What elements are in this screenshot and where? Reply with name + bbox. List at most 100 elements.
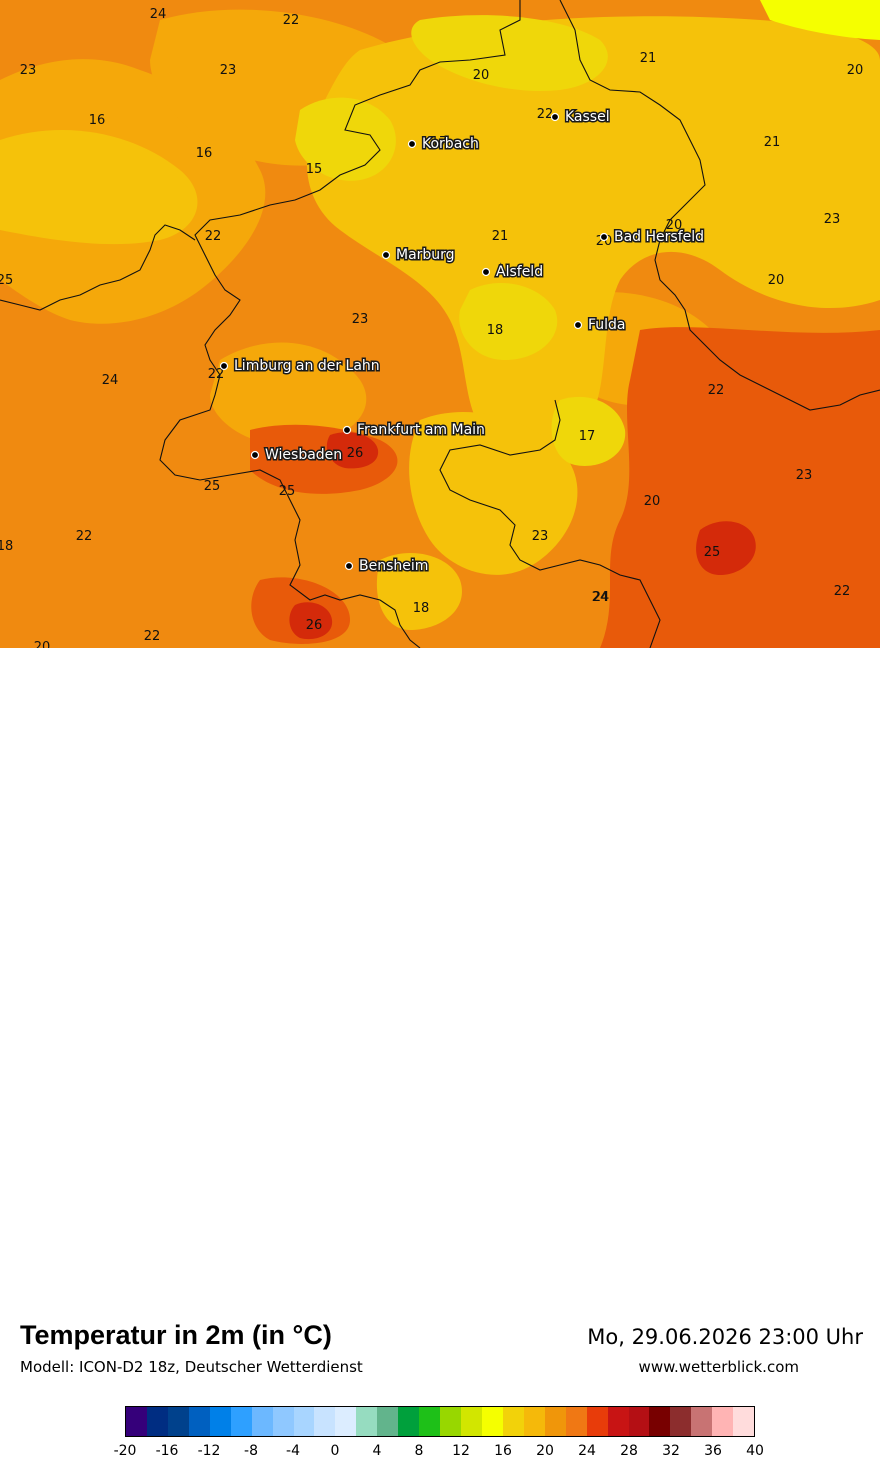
city-marker: Marburg [381,246,456,265]
temperature-value: 18 [413,601,430,616]
temp-region-veryhot-frankfurt [326,432,379,469]
city-markers: Kassel Korbach Marburg Alsfeld Bad Hersfeld F… [219,108,706,576]
temperature-value: 23 [220,63,237,78]
temp-region-yellow-central [409,411,578,575]
city-marker: Limburg an der Lahn [219,357,381,376]
temperature-value: 23 [20,63,37,78]
temperature-value: 22 [76,529,93,544]
city-marker: Korbach [407,135,480,154]
color-legend-swatch [565,1407,587,1436]
state-border [0,0,880,648]
temperature-value: 21 [492,229,509,244]
temp-region-brightyellow-corner [760,0,880,40]
temperature-value: 24 [150,7,167,22]
city-dot [219,361,229,371]
temperature-value: 22 [834,584,851,599]
color-legend-swatch [502,1407,524,1436]
color-legend-swatch [335,1407,357,1436]
color-legend-tick: 20 [536,1443,554,1459]
temperature-value: 22 [283,13,300,28]
color-legend-swatch [712,1407,734,1436]
temperature-value: 23 [532,529,549,544]
temperature-value: 25 [204,479,221,494]
city-dot [573,320,583,330]
color-legend-swatch [272,1407,294,1436]
city-label: Fulda [588,317,626,333]
temperature-value: 22 [708,383,725,398]
color-legend-tick: 12 [452,1443,470,1459]
city-marker: Bad Hersfeld [599,228,706,247]
temperature-value: 20 [34,640,51,648]
temperature-value: 23 [824,212,841,227]
footer: Temperatur in 2m (in °C) Modell: ICON-D2… [0,648,880,1459]
city-label: Limburg an der Lahn [234,358,380,374]
temperature-values: 24 22 23 23 16 16 15 17 20 22 21 20 21 20 20 22 25 21 20 23… [0,7,863,648]
temperature-value: 21 [640,51,657,66]
color-legend-swatch [670,1407,692,1436]
temperature-value: 20 [847,63,864,78]
city-marker: Wiesbaden [250,446,344,465]
color-legend-tick: 24 [578,1443,596,1459]
temperature-value: 20 [768,273,785,288]
city-marker: Fulda [573,316,627,335]
color-legend-swatch [523,1407,545,1436]
temperature-value: 24 [102,373,119,388]
temp-region-lightyellow-north [411,15,608,91]
color-legend-swatch [607,1407,629,1436]
color-legend-swatch [251,1407,273,1436]
color-legend-swatch [586,1407,608,1436]
color-legend-swatch [126,1407,147,1436]
color-legend-swatch [691,1407,713,1436]
city-marker: Bensheim [344,557,430,576]
city-dot [407,139,417,149]
temperature-value: 22 [144,629,161,644]
city-label: Marburg [396,247,455,263]
temp-region-lightyellow-vogelsberg [459,282,558,360]
color-legend-tick: -4 [286,1443,300,1459]
temperature-map: 24 22 23 23 16 16 15 17 20 22 21 20 21 20 20 22 25 21 20 23… [0,0,880,648]
color-legend-swatch [628,1407,650,1436]
temperature-value: 23 [352,312,369,327]
temperature-value: 26 [347,446,364,461]
temperature-value: 22 [205,229,222,244]
temperature-value: 20 [473,68,490,83]
temp-region-lightyellow-rhoen [551,396,626,466]
color-legend-swatch [167,1407,189,1436]
city-label: Alsfeld [496,264,543,280]
color-legend-swatch [733,1407,755,1436]
city-label: Kassel [565,109,610,125]
temp-region-yellow-north-strip [0,130,198,245]
color-legend-swatch [544,1407,566,1436]
temperature-value: 16 [89,113,106,128]
temperature-value: 17 [431,135,448,150]
color-legend-swatch [146,1407,168,1436]
temperature-value: 24 [592,590,609,605]
color-legend-swatch [481,1407,503,1436]
temperature-value: 25 [279,484,296,499]
valid-datetime: Mo, 29.06.2026 23:00 Uhr [587,1325,863,1349]
color-legend-swatch [440,1407,461,1436]
temperature-value: 23 [796,468,813,483]
city-label: Bensheim [359,558,428,574]
website-link[interactable]: www.wetterblick.com [638,1358,799,1376]
city-marker: Frankfurt am Main [342,421,486,440]
color-legend-tick: 40 [746,1443,764,1459]
color-legend-swatch [649,1407,671,1436]
color-legend-tick: 8 [414,1443,424,1459]
temperature-value: 21 [764,135,781,150]
city-dot [550,112,560,122]
color-legend-swatch [461,1407,482,1436]
temperature-value: 22 [208,367,225,382]
color-legend-tick: -12 [197,1443,221,1459]
model-info: Modell: ICON-D2 18z, Deutscher Wetterdie… [20,1358,363,1376]
color-legend-tick: 32 [662,1443,680,1459]
city-dot [250,450,260,460]
temperature-value: 20 [596,234,613,249]
color-legend-swatch [209,1407,231,1436]
temperature-value: 20 [666,218,683,233]
temperature-value: 17 [579,429,596,444]
color-legend-tick: -20 [113,1443,137,1459]
color-legend-tick: 16 [494,1443,512,1459]
color-legend-tick: 4 [372,1443,382,1459]
temp-region-yellow-south [376,552,462,630]
